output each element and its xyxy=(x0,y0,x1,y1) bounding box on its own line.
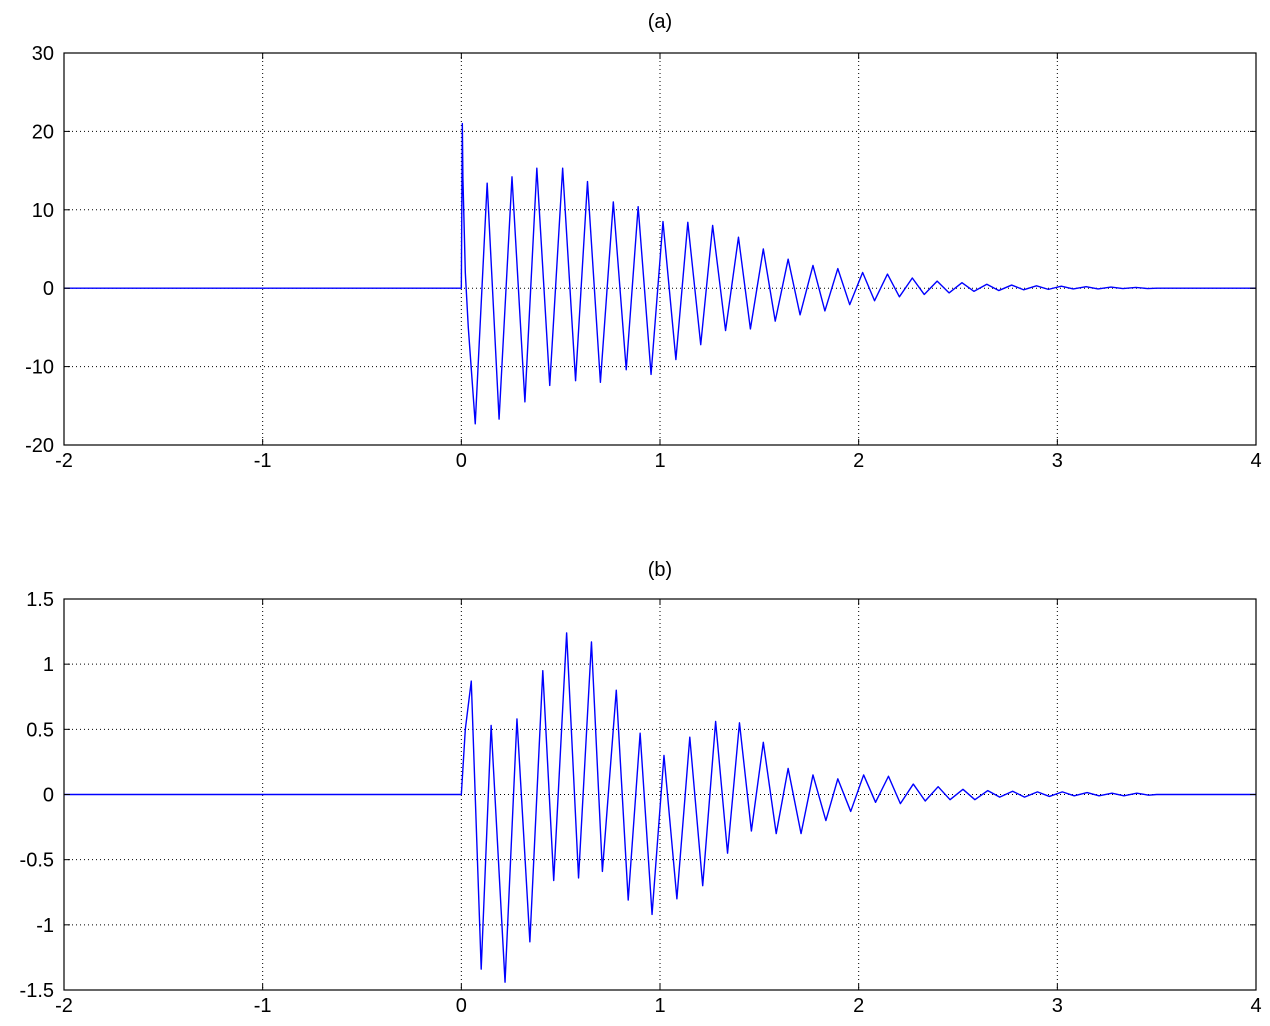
x-tick-label: -1 xyxy=(254,450,272,472)
x-tick-label: 3 xyxy=(1052,995,1063,1017)
y-tick-label: 10 xyxy=(32,200,54,222)
y-tick-label: 20 xyxy=(32,121,54,143)
y-tick-label: 0 xyxy=(43,785,54,807)
x-tick-label: -2 xyxy=(55,450,73,472)
y-tick-label: 1 xyxy=(43,654,54,676)
y-tick-label: 1.5 xyxy=(26,589,54,611)
y-tick-label: 30 xyxy=(32,43,54,65)
x-tick-label: 3 xyxy=(1052,450,1063,472)
x-tick-label: 4 xyxy=(1250,995,1261,1017)
y-tick-label: -1.5 xyxy=(20,980,54,1002)
x-tick-label: 2 xyxy=(853,450,864,472)
y-tick-label: 0.5 xyxy=(26,719,54,741)
x-tick-label: 0 xyxy=(456,450,467,472)
x-tick-label: 1 xyxy=(654,995,665,1017)
y-tick-label: -0.5 xyxy=(20,850,54,872)
y-tick-label: 0 xyxy=(43,278,54,300)
y-tick-label: -20 xyxy=(25,435,54,457)
subplot-b: (b) -2 -1 0 1 2 3 4 -1.5 -1 -0.5 0 0.5 1 1.5 xyxy=(20,559,1262,1017)
x-tick-label: -2 xyxy=(55,995,73,1017)
x-tick-label: 0 xyxy=(456,995,467,1017)
y-tick-label: -1 xyxy=(36,915,54,937)
x-tick-label: 1 xyxy=(654,450,665,472)
y-tick-label: -10 xyxy=(25,357,54,379)
x-tick-label: -1 xyxy=(254,995,272,1017)
subplot-title: (a) xyxy=(648,11,672,33)
series-line xyxy=(64,122,1256,425)
x-tick-label: 2 xyxy=(853,995,864,1017)
subplot-title: (b) xyxy=(648,559,672,581)
x-tick-label: 4 xyxy=(1250,450,1261,472)
series-line xyxy=(64,632,1256,983)
